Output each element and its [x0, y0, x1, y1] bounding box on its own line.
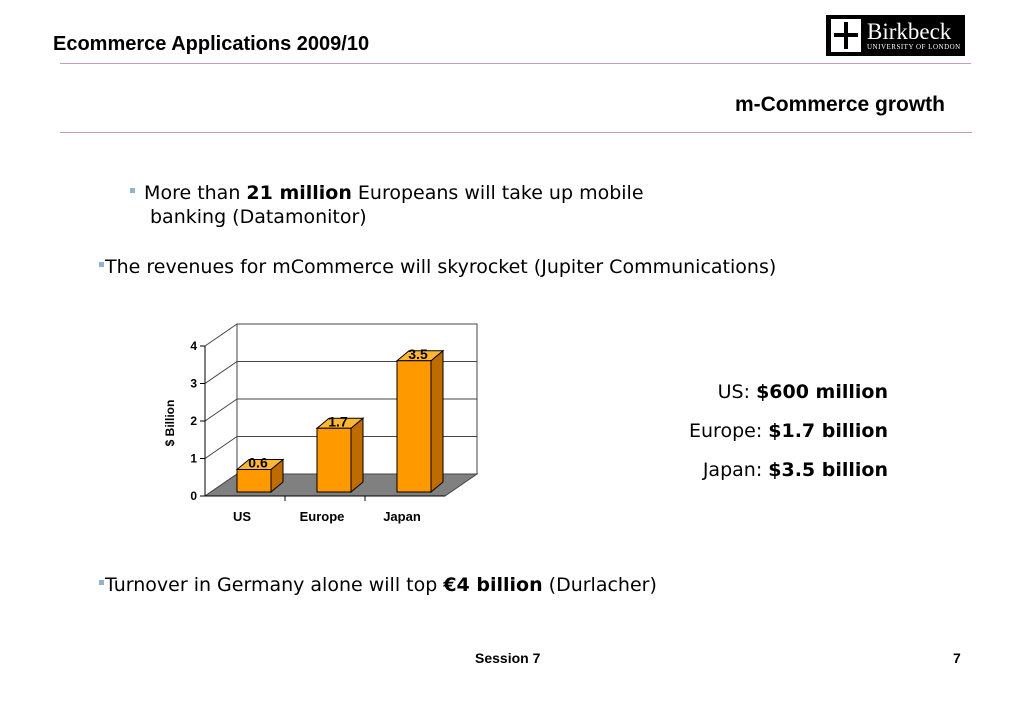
gridline-side	[204, 436, 238, 459]
crest-icon	[831, 19, 861, 52]
bullet-square-icon	[99, 262, 104, 267]
x-tick-label: Japan	[383, 509, 421, 524]
callout-us: US: $600 million	[717, 381, 888, 403]
data-label: 0.6	[248, 455, 268, 471]
data-label: 1.7	[328, 413, 348, 429]
bar-side	[430, 349, 444, 494]
gridline-side	[204, 398, 238, 422]
title-divider	[60, 132, 972, 133]
bullet-square-icon	[130, 188, 135, 193]
y-tick-label: 2	[190, 414, 197, 428]
bullet-revenues: The revenues for mCommerce will skyrocke…	[99, 255, 776, 279]
bar-japan	[395, 349, 445, 494]
bar-front	[236, 469, 272, 493]
bullet-mobile-banking: More than 21 million Europeans will take…	[130, 181, 644, 229]
bar-europe	[315, 417, 365, 494]
logo-name: Birkbeck	[867, 19, 952, 44]
revenue-callouts: US: $600 million Europe: $1.7 billion Ja…	[689, 373, 888, 490]
course-title: Ecommerce Applications 2009/10	[53, 33, 370, 55]
gridline-side	[204, 323, 238, 347]
bar-front	[396, 360, 432, 493]
footer-session: Session 7	[475, 650, 541, 666]
y-tick-label: 0	[190, 489, 197, 503]
birkbeck-logo: Birkbeck UNIVERSITY OF LONDON	[826, 15, 965, 56]
revenue-bar-chart: 0 1 2 3 4 0.6 US 1.7 Europe 3.5 Japan $ Billion	[163, 323, 479, 524]
callout-europe: Europe: $1.7 billion	[689, 420, 888, 442]
y-tick-label: 1	[190, 452, 197, 466]
header-divider	[60, 63, 971, 64]
y-axis-label: $ Billion	[163, 400, 177, 447]
logo-subtitle: UNIVERSITY OF LONDON	[867, 43, 961, 51]
callout-japan: Japan: $3.5 billion	[702, 459, 888, 481]
footer-page-number: 7	[953, 650, 961, 666]
bar-us	[235, 458, 285, 494]
x-tick-label: Europe	[300, 509, 345, 524]
bar-side	[350, 417, 364, 494]
y-tick-label: 4	[190, 339, 197, 353]
slide-title: m-Commerce growth	[734, 93, 945, 116]
bullet-germany: Turnover in Germany alone will top €4 bi…	[99, 573, 657, 597]
x-tick-label: US	[233, 509, 251, 524]
gridline-side	[204, 361, 238, 384]
y-tick-label: 3	[190, 377, 197, 391]
bullet-square-icon	[99, 580, 104, 585]
data-label: 3.5	[408, 346, 428, 362]
bar-front	[316, 427, 352, 493]
